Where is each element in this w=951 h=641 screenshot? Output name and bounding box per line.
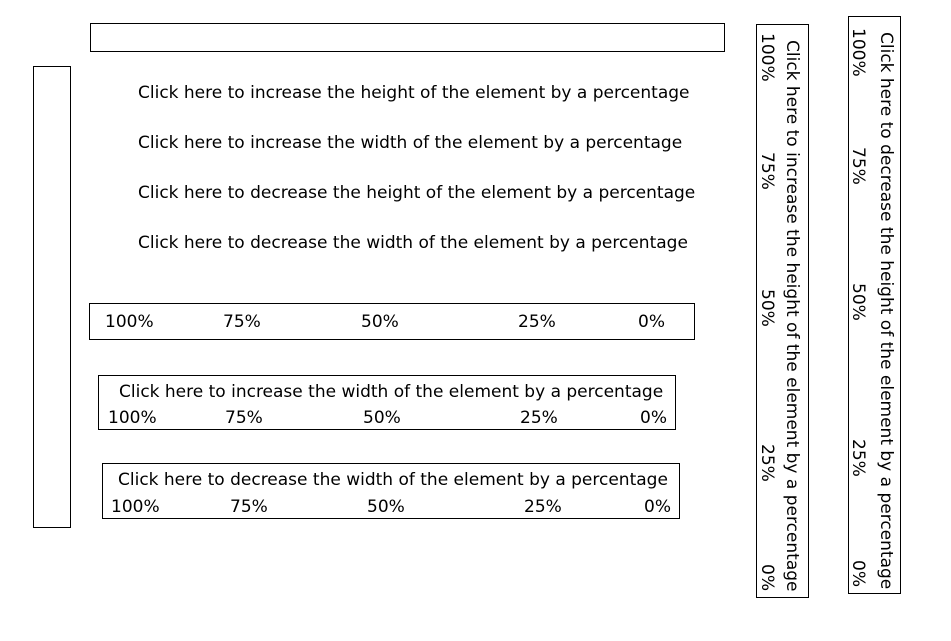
decrease-width-panel: Click here to decrease the width of the … bbox=[102, 463, 680, 519]
increase-width-75[interactable]: 75% bbox=[225, 408, 263, 428]
increase-width-100[interactable]: 100% bbox=[108, 408, 157, 428]
increase-width-panel: Click here to increase the width of the … bbox=[98, 375, 676, 430]
decrease-height-link[interactable]: Click here to decrease the height of the… bbox=[138, 183, 696, 203]
scale-0[interactable]: 0% bbox=[638, 312, 665, 332]
decrease-height-0[interactable]: 0% bbox=[848, 560, 868, 587]
decrease-height-75[interactable]: 75% bbox=[848, 147, 868, 185]
decrease-width-75[interactable]: 75% bbox=[230, 497, 268, 517]
decrease-height-25[interactable]: 25% bbox=[848, 439, 868, 477]
decrease-width-25[interactable]: 25% bbox=[524, 497, 562, 517]
decrease-height-panel-title[interactable]: Click here to decrease the height of the… bbox=[876, 32, 896, 590]
decrease-height-50[interactable]: 50% bbox=[848, 283, 868, 321]
increase-width-link[interactable]: Click here to increase the width of the … bbox=[138, 133, 683, 153]
increase-height-panel-title[interactable]: Click here to increase the height of the… bbox=[782, 40, 802, 592]
top-input[interactable] bbox=[91, 24, 724, 51]
increase-height-75[interactable]: 75% bbox=[757, 152, 777, 190]
scale-100[interactable]: 100% bbox=[105, 312, 154, 332]
decrease-height-100[interactable]: 100% bbox=[848, 28, 868, 77]
increase-height-50[interactable]: 50% bbox=[757, 289, 777, 327]
increase-width-25[interactable]: 25% bbox=[520, 408, 558, 428]
top-input-box[interactable] bbox=[90, 23, 725, 52]
increase-width-panel-title[interactable]: Click here to increase the width of the … bbox=[119, 382, 664, 402]
increase-width-0[interactable]: 0% bbox=[640, 408, 667, 428]
decrease-width-0[interactable]: 0% bbox=[644, 497, 671, 517]
decrease-width-50[interactable]: 50% bbox=[367, 497, 405, 517]
decrease-height-panel: Click here to decrease the height of the… bbox=[848, 16, 901, 594]
resizable-element bbox=[33, 66, 71, 528]
decrease-width-link[interactable]: Click here to decrease the width of the … bbox=[138, 233, 688, 253]
percentage-scale: 100% 75% 50% 25% 0% bbox=[89, 303, 695, 340]
increase-height-0[interactable]: 0% bbox=[757, 564, 777, 591]
scale-50[interactable]: 50% bbox=[361, 312, 399, 332]
increase-height-25[interactable]: 25% bbox=[757, 444, 777, 482]
increase-height-100[interactable]: 100% bbox=[757, 33, 777, 82]
increase-width-50[interactable]: 50% bbox=[363, 408, 401, 428]
scale-25[interactable]: 25% bbox=[518, 312, 556, 332]
decrease-width-100[interactable]: 100% bbox=[111, 497, 160, 517]
increase-height-panel: Click here to increase the height of the… bbox=[756, 24, 809, 598]
increase-height-link[interactable]: Click here to increase the height of the… bbox=[138, 83, 690, 103]
decrease-width-panel-title[interactable]: Click here to decrease the width of the … bbox=[118, 470, 668, 490]
scale-75[interactable]: 75% bbox=[223, 312, 261, 332]
